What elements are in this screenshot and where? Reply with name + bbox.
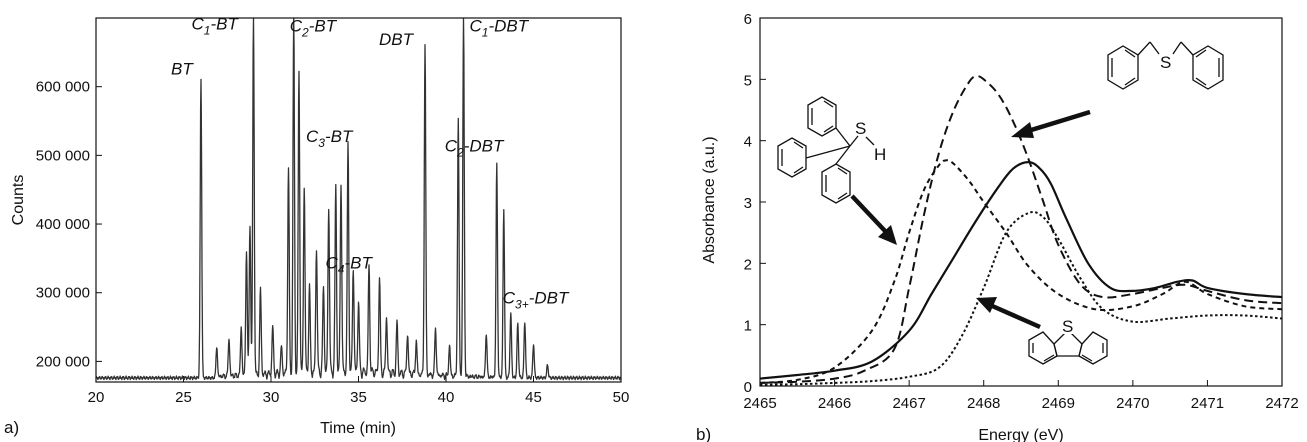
x-tick-label: 2471 bbox=[1191, 395, 1224, 412]
arrows bbox=[850, 109, 1091, 330]
peak-label: C3+-DBT bbox=[503, 289, 570, 312]
spectrum-long-dash bbox=[759, 75, 1283, 384]
x-tick-label: 2465 bbox=[743, 395, 776, 412]
sulfur-atom-label: S bbox=[1062, 317, 1073, 336]
spectrum-dotted bbox=[759, 211, 1283, 386]
plot-frame bbox=[759, 17, 1283, 387]
peak-label: BT bbox=[171, 59, 194, 78]
peak-label: DBT bbox=[379, 30, 415, 49]
panel-label-a: a) bbox=[4, 418, 19, 437]
y-axis-label: Counts bbox=[10, 175, 27, 226]
y-tick-label: 300 000 bbox=[36, 285, 90, 302]
x-tick-label: 2470 bbox=[1116, 395, 1149, 412]
peak-label: C3-BT bbox=[306, 127, 354, 150]
peak-label: C1-DBT bbox=[470, 16, 530, 39]
x-axis-ticks: 20 25 30 35 40 45 50 bbox=[88, 376, 630, 406]
x-tick-label: 45 bbox=[525, 389, 542, 406]
sulfur-atom-label: S bbox=[855, 119, 866, 138]
x-axis-label: Energy (eV) bbox=[978, 427, 1063, 442]
y-axis-label: Absorbance (a.u.) bbox=[701, 136, 718, 263]
x-tick-label: 20 bbox=[88, 389, 105, 406]
arrow-to-triphenyl-curve bbox=[850, 194, 888, 234]
arrow-head bbox=[878, 225, 897, 245]
y-tick-label: 4 bbox=[744, 134, 752, 151]
y-tick-label: 3 bbox=[744, 195, 752, 212]
x-axis-label: Time (min) bbox=[320, 420, 396, 437]
x-tick-label: 2472 bbox=[1265, 395, 1298, 412]
peak-label: C2-BT bbox=[290, 16, 338, 39]
x-tick-label: 30 bbox=[263, 389, 280, 406]
arrow-to-dbt-curve bbox=[989, 302, 1041, 330]
peak-label: C4-BT bbox=[326, 253, 374, 276]
y-tick-label: 1 bbox=[744, 318, 752, 335]
x-tick-label: 40 bbox=[438, 389, 455, 406]
y-tick-label: 600 000 bbox=[36, 79, 90, 96]
hydrogen-atom-label: H bbox=[874, 145, 886, 164]
y-axis-ticks: 200 000 300 000 400 000 500 000 600 000 bbox=[36, 79, 102, 370]
chromatogram-trace bbox=[95, 17, 622, 381]
arrow-to-dibenzyl-curve bbox=[1027, 109, 1091, 134]
sulfur-label-bg bbox=[1061, 318, 1075, 334]
peak-label: C2-DBT bbox=[445, 137, 505, 160]
x-tick-label: 2466 bbox=[818, 395, 851, 412]
y-tick-label: 6 bbox=[744, 11, 752, 28]
xanes-panel: 0 1 2 3 4 5 6 2465 2466 2467 2468 2469 2470 2471 2472… bbox=[696, 11, 1299, 442]
y-tick-label: 0 bbox=[744, 379, 752, 396]
arrow-head bbox=[976, 297, 997, 313]
panel-label-b: b) bbox=[696, 425, 711, 442]
dibenzyl-sulfide-structure bbox=[1107, 41, 1224, 90]
y-tick-label: 5 bbox=[744, 72, 752, 89]
peak-label: C1-BT bbox=[192, 14, 240, 37]
spectrum-solid bbox=[759, 160, 1283, 380]
chromatogram-panel: 200 000 300 000 400 000 500 000 600 000 20 25… bbox=[4, 14, 629, 437]
triphenylmethanethiol-structure bbox=[777, 96, 875, 204]
y-tick-label: 200 000 bbox=[36, 353, 90, 370]
x-tick-label: 2467 bbox=[892, 395, 925, 412]
x-tick-label: 25 bbox=[175, 389, 192, 406]
x-tick-label: 2469 bbox=[1042, 395, 1075, 412]
y-tick-label: 2 bbox=[744, 256, 752, 273]
y-tick-label: 400 000 bbox=[36, 216, 90, 233]
x-tick-label: 35 bbox=[350, 389, 367, 406]
y-axis-ticks: 0 1 2 3 4 5 6 bbox=[744, 11, 766, 396]
arrow-head bbox=[1011, 122, 1034, 138]
x-tick-label: 2468 bbox=[967, 395, 1000, 412]
plot-frame bbox=[95, 17, 622, 383]
spectra bbox=[759, 75, 1283, 386]
x-axis-ticks: 2465 2466 2467 2468 2469 2470 2471 2472 bbox=[743, 380, 1299, 412]
sulfur-atom-label: S bbox=[1160, 53, 1171, 72]
spectrum-short-dash bbox=[759, 159, 1283, 384]
y-tick-label: 500 000 bbox=[36, 147, 90, 164]
peak-labels: BT C1-BT C2-BT C3-BT C4-BT DBT C1-DBT C2-DBT C3+… bbox=[171, 14, 570, 311]
x-tick-label: 50 bbox=[613, 389, 630, 406]
